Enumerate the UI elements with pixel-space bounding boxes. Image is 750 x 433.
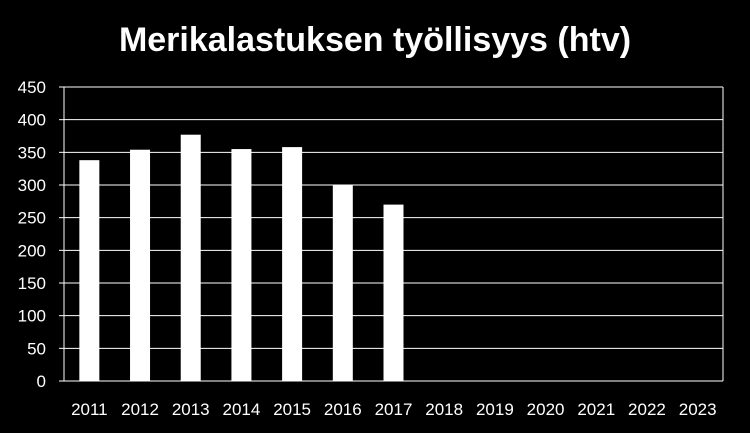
x-tick-label: 2015 bbox=[273, 400, 311, 419]
y-tick-label: 300 bbox=[18, 176, 46, 195]
y-tick-label: 450 bbox=[18, 78, 46, 97]
x-tick-label: 2012 bbox=[121, 400, 159, 419]
x-tick-label: 2022 bbox=[628, 400, 666, 419]
y-tick-label: 400 bbox=[18, 111, 46, 130]
x-tick-label: 2011 bbox=[71, 400, 108, 419]
bar-2014 bbox=[231, 149, 252, 381]
x-tick-label: 2021 bbox=[577, 400, 615, 419]
bar-2011 bbox=[79, 160, 100, 381]
x-tick-label: 2013 bbox=[172, 400, 210, 419]
x-tick-label: 2014 bbox=[223, 400, 261, 419]
y-tick-label: 50 bbox=[27, 339, 46, 358]
x-tick-label: 2023 bbox=[679, 400, 717, 419]
y-tick-label: 0 bbox=[37, 372, 46, 391]
y-tick-label: 350 bbox=[18, 143, 46, 162]
y-tick-label: 200 bbox=[18, 241, 46, 260]
y-tick-labels: 0 50 100 150 200 250 300 350 400 450 bbox=[18, 78, 46, 391]
x-tick-labels: 2011 2012 2013 2014 2015 2016 2017 2018 2019 2020… bbox=[71, 400, 717, 419]
y-tick-label: 250 bbox=[18, 209, 46, 228]
bar-2017 bbox=[383, 204, 404, 381]
bars bbox=[79, 134, 404, 381]
x-tick-label: 2020 bbox=[527, 400, 565, 419]
x-tick-label: 2016 bbox=[324, 400, 362, 419]
bar-2015 bbox=[282, 147, 303, 381]
x-tick-label: 2017 bbox=[375, 400, 413, 419]
bar-2013 bbox=[180, 134, 201, 381]
chart-title: Merikalastuksen työllisyys (htv) bbox=[118, 21, 632, 59]
x-tick-label: 2019 bbox=[476, 400, 514, 419]
y-tick-label: 100 bbox=[18, 307, 46, 326]
y-tick-label: 150 bbox=[18, 274, 46, 293]
bar-2012 bbox=[130, 149, 151, 381]
bar-2016 bbox=[332, 185, 353, 381]
x-tick-label: 2018 bbox=[425, 400, 463, 419]
